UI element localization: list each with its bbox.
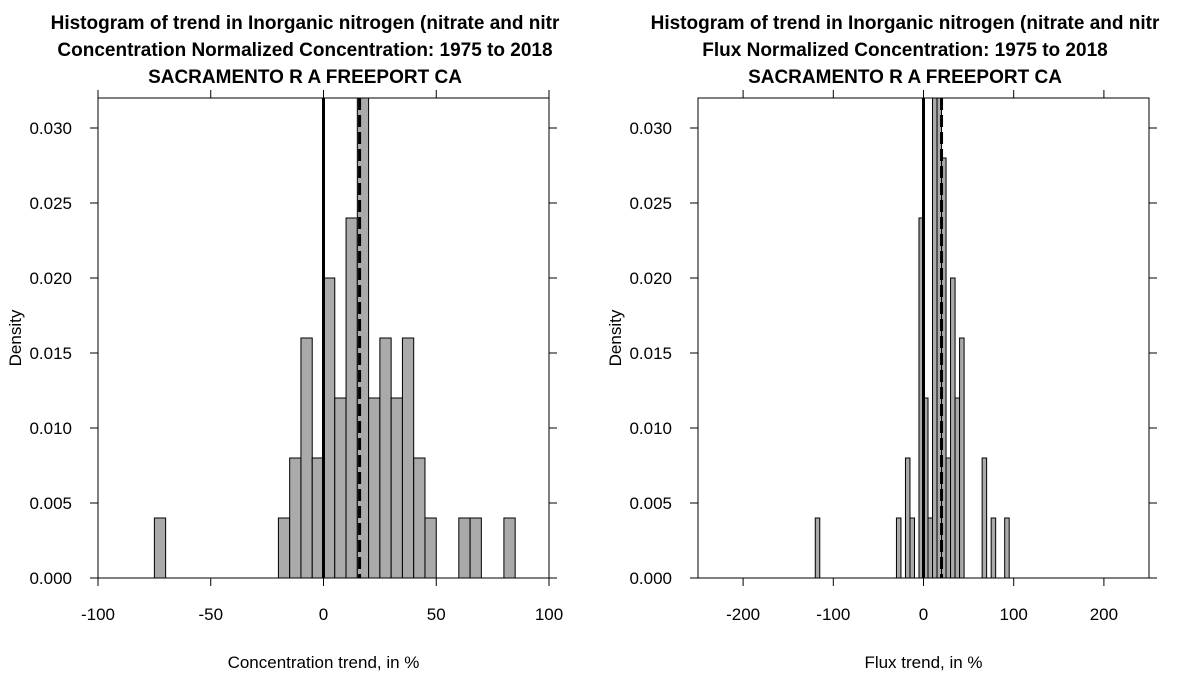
y-tick-label: 0.005 bbox=[629, 494, 672, 513]
x-tick-label: 100 bbox=[535, 605, 563, 624]
x-tick-label: 0 bbox=[319, 605, 328, 624]
histogram-bar bbox=[909, 517, 915, 578]
y-tick-label: 0.030 bbox=[629, 119, 672, 138]
histogram-bar bbox=[356, 98, 370, 578]
histogram-bar bbox=[390, 397, 403, 578]
histogram-bar bbox=[1004, 517, 1010, 578]
y-tick-label: 0.030 bbox=[29, 119, 72, 138]
histogram-bar bbox=[401, 337, 415, 578]
histogram-bars bbox=[153, 98, 516, 578]
histogram-bar bbox=[990, 517, 997, 578]
x-axis-label: Flux trend, in % bbox=[864, 653, 982, 672]
histogram-bar bbox=[981, 457, 988, 578]
y-tick-label: 0.000 bbox=[29, 569, 72, 588]
x-tick-label: -200 bbox=[726, 605, 760, 624]
y-tick-label: 0.025 bbox=[29, 194, 72, 213]
y-tick-label: 0.020 bbox=[29, 269, 72, 288]
chart-title-line: Flux Normalized Concentration: 1975 to 2… bbox=[702, 40, 1107, 61]
y-axis-label: Density bbox=[606, 309, 625, 366]
histogram-bar bbox=[950, 277, 956, 578]
histogram-bar bbox=[503, 517, 516, 578]
y-tick-label: 0.015 bbox=[629, 344, 672, 363]
y-tick-label: 0.025 bbox=[629, 194, 672, 213]
histogram-bar bbox=[277, 517, 291, 578]
histogram-bar bbox=[927, 517, 934, 578]
histogram-bar bbox=[345, 217, 358, 578]
chart-title: Histogram of trend in Inorganic nitrogen… bbox=[651, 13, 1160, 88]
chart-title-line: SACRAMENTO R A FREEPORT CA bbox=[748, 67, 1062, 88]
y-tick-label: 0.010 bbox=[29, 419, 72, 438]
chart-title-line: Histogram of trend in Inorganic nitrogen… bbox=[51, 13, 560, 34]
histogram-bar bbox=[289, 457, 302, 578]
histogram-bar bbox=[300, 337, 313, 578]
y-tick-label: 0.010 bbox=[629, 419, 672, 438]
histogram-bar bbox=[945, 457, 952, 578]
x-tick-label: 0 bbox=[919, 605, 928, 624]
histogram-bar bbox=[379, 337, 392, 578]
y-tick-label: 0.020 bbox=[629, 269, 672, 288]
x-tick-label: -100 bbox=[81, 605, 115, 624]
histogram-bar bbox=[904, 457, 911, 578]
histogram-bar bbox=[311, 457, 325, 578]
x-axis-label: Concentration trend, in % bbox=[228, 653, 420, 672]
histogram-bar bbox=[334, 397, 347, 578]
histogram-bar bbox=[469, 517, 482, 578]
histogram-bar bbox=[153, 517, 167, 578]
x-tick-label: 200 bbox=[1090, 605, 1118, 624]
chart-title: Histogram of trend in Inorganic nitrogen… bbox=[51, 13, 560, 88]
chart-title-line: Histogram of trend in Inorganic nitrogen… bbox=[651, 13, 1160, 34]
chart-title-line: Concentration Normalized Concentration: … bbox=[57, 40, 552, 61]
histogram-bar bbox=[959, 337, 965, 578]
y-tick-label: 0.015 bbox=[29, 344, 72, 363]
histogram-bar bbox=[424, 517, 437, 578]
concentration-histogram-panel: Histogram of trend in Inorganic nitrogen… bbox=[6, 13, 563, 672]
y-tick-label: 0.005 bbox=[29, 494, 72, 513]
chart-title-line: SACRAMENTO R A FREEPORT CA bbox=[148, 67, 462, 88]
x-tick-label: 50 bbox=[427, 605, 446, 624]
histogram-bars bbox=[814, 98, 1010, 578]
flux-histogram-panel: Histogram of trend in Inorganic nitrogen… bbox=[606, 13, 1160, 672]
histogram-bar bbox=[932, 98, 938, 578]
histogram-bar bbox=[413, 457, 426, 578]
y-axis-label: Density bbox=[6, 309, 25, 366]
histogram-bar bbox=[895, 517, 902, 578]
y-tick-label: 0.000 bbox=[629, 569, 672, 588]
histogram-bar bbox=[954, 397, 961, 578]
histogram-bar bbox=[323, 277, 336, 578]
x-tick-label: -100 bbox=[816, 605, 850, 624]
histogram-bar bbox=[814, 517, 821, 578]
x-tick-label: 100 bbox=[1000, 605, 1028, 624]
histogram-bar bbox=[941, 157, 947, 578]
histogram-bar bbox=[368, 397, 381, 578]
x-tick-label: -50 bbox=[198, 605, 223, 624]
histogram-bar bbox=[458, 517, 471, 578]
